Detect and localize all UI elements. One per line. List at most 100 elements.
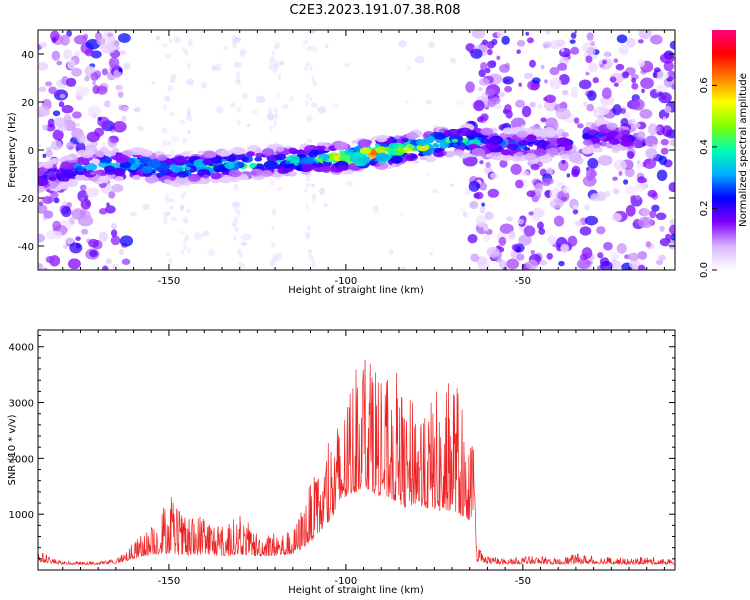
noise-blob [485,161,491,168]
noise-blob [603,241,613,251]
noise-blob [474,191,484,200]
noise-blob [107,36,116,45]
ridge-blob [95,151,105,157]
x-tick-label: -150 [158,276,181,287]
ridge-blob [506,143,519,151]
ridge-blob [457,127,472,137]
noise-blob [121,115,127,122]
noise-blob [404,99,410,104]
noise-blob [117,91,124,98]
x-tick-label: -100 [335,576,358,587]
noise-blob [518,82,522,87]
noise-blob [104,100,111,108]
colorbar-tick-label: 0.4 [699,139,710,155]
noise-blob [45,150,53,158]
ridge-blob [606,130,618,138]
noise-blob [511,244,518,251]
noise-blob [60,206,72,218]
noise-blob [558,260,565,267]
ridge-blob [254,148,262,154]
noise-blob [49,190,59,200]
noise-blob [573,204,578,210]
noise-blob [658,155,668,166]
noise-blob [655,259,664,265]
noise-blob [142,203,150,211]
noise-blob [499,64,510,73]
ridge-blob [497,155,503,160]
ridge-blob [316,157,323,162]
streak-blob [267,65,274,70]
ridge-blob [287,171,297,177]
figure-title: C2E3.2023.191.07.38.R08 [289,3,460,18]
noise-blob [540,64,545,70]
noise-blob [611,212,622,222]
streak-blob [241,92,248,100]
noise-blob [74,50,81,57]
noise-blob [641,88,645,94]
noise-blob [584,215,599,226]
streak-blob [170,148,175,157]
noise-blob [311,183,315,188]
ridge-blob [359,147,372,155]
noise-blob [526,190,536,198]
noise-blob [63,114,72,124]
noise-blob [656,70,669,81]
streak-blob [311,102,315,108]
noise-blob [90,72,99,81]
noise-blob [100,42,117,54]
ridge-blob [433,147,443,153]
noise-blob [540,117,547,123]
noise-blob [516,49,521,54]
noise-blob [473,100,485,112]
streak-blob [269,56,275,62]
noise-blob [486,246,500,258]
streak-blob [186,208,191,214]
noise-blob [534,182,544,193]
noise-blob [626,37,636,48]
noise-blob [67,59,76,70]
noise-blob [592,77,599,84]
noise-blob [616,243,627,254]
streak-blob [233,235,237,242]
streak-blob [182,245,188,251]
ridge-blob [38,184,46,193]
noise-blob [90,50,102,59]
noise-blob [641,208,650,217]
ridge-blob [42,162,54,169]
noise-blob [414,55,425,64]
streak-blob [305,93,310,99]
ridge-blob [524,152,537,161]
ridge-blob [391,163,397,167]
noise-blob [529,101,536,108]
noise-blob [278,60,285,66]
streak-blob [305,182,311,188]
noise-blob [426,172,430,177]
noise-blob [85,187,100,198]
ridge-blob [301,163,314,172]
noise-blob [111,223,118,230]
streak-blob [273,45,280,50]
streak-blob [234,226,240,232]
noise-blob [560,47,565,53]
ridge-blob [338,156,345,161]
noise-blob [133,107,141,113]
ridge-blob [169,172,178,178]
noise-blob [636,131,646,141]
noise-blob [506,258,520,270]
noise-blob [56,60,63,66]
ridge-blob [368,160,377,166]
noise-blob [101,265,109,270]
noise-blob [637,58,645,68]
noise-blob [241,233,252,241]
noise-blob [525,259,539,270]
colorbar-tick-label: 0.2 [699,201,710,217]
noise-blob [506,216,513,222]
noise-blob [603,50,611,58]
noise-blob [671,84,675,90]
noise-blob [229,102,236,108]
noise-blob [660,147,669,155]
ridge-blob [526,134,537,141]
noise-blob [75,236,81,241]
streak-blob [236,79,241,86]
streak-blob [187,38,193,47]
